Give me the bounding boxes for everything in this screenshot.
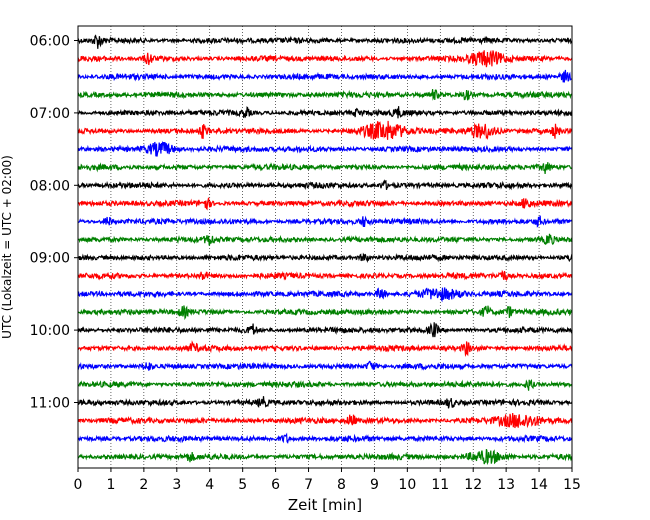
trace-07:45: [77, 162, 573, 175]
x-tick-label: 10: [398, 477, 416, 493]
trace-09:00: [77, 252, 573, 264]
x-axis-label: Zeit [min]: [288, 496, 362, 514]
trace-11:30: [77, 432, 573, 444]
y-tick-label: 07:00: [30, 106, 70, 122]
y-axis-label: UTC (Lokalzeit = UTC + 02:00): [0, 155, 14, 339]
trace-06:00: [77, 34, 573, 49]
x-tick-label: 13: [497, 477, 515, 493]
trace-09:45: [77, 305, 573, 321]
trace-09:30: [77, 287, 573, 303]
x-tick-label: 5: [238, 477, 247, 493]
trace-06:45: [77, 89, 573, 101]
trace-08:00: [77, 179, 573, 191]
trace-07:30: [77, 140, 573, 157]
x-tick-label: 12: [464, 477, 482, 493]
x-axis-ticks: 0 1 2 3 4 5 6 7 8 9 10 11 12 13 14 15: [74, 468, 581, 493]
trace-08:45: [77, 233, 573, 246]
trace-08:15: [77, 197, 573, 211]
x-tick-label: 4: [205, 477, 214, 493]
x-tick-label: 9: [370, 477, 379, 493]
trace-09:15: [77, 269, 573, 282]
x-tick-label: 0: [74, 477, 83, 493]
seismic-traces: [77, 34, 573, 466]
trace-06:15: [77, 49, 573, 68]
trace-11:15: [77, 412, 573, 429]
y-axis-ticks: 06:00 07:00 08:00 09:00 10:00 11:00: [30, 34, 78, 412]
x-tick-label: 2: [139, 477, 148, 493]
x-tick-label: 15: [563, 477, 581, 493]
trace-11:45: [77, 448, 573, 466]
x-tick-label: 3: [172, 477, 181, 493]
y-tick-label: 09:00: [30, 251, 70, 267]
trace-06:30: [77, 69, 573, 83]
x-tick-label: 1: [106, 477, 115, 493]
x-tick-label: 6: [271, 477, 280, 493]
y-tick-label: 08:00: [30, 178, 70, 194]
plot-frame: [77, 25, 573, 469]
trace-07:00: [77, 106, 573, 119]
y-tick-label: 11:00: [30, 396, 70, 412]
y-tick-label: 10:00: [30, 323, 70, 339]
trace-08:30: [77, 215, 573, 228]
trace-10:30: [77, 360, 573, 371]
x-tick-label: 8: [337, 477, 346, 493]
trace-07:15: [77, 120, 573, 141]
trace-11:00: [77, 396, 573, 409]
x-tick-label: 14: [530, 477, 548, 493]
trace-10:00: [77, 322, 573, 338]
trace-10:45: [77, 379, 573, 391]
trace-10:15: [77, 340, 573, 358]
x-tick-label: 11: [431, 477, 449, 493]
y-tick-label: 06:00: [30, 34, 70, 50]
x-tick-label: 7: [304, 477, 313, 493]
